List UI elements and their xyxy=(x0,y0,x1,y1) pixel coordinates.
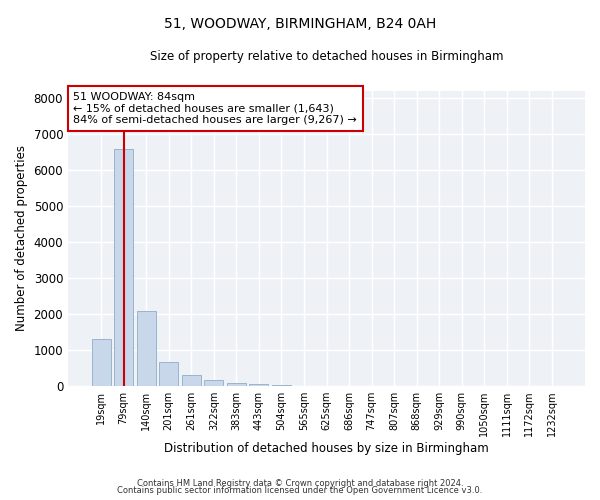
Y-axis label: Number of detached properties: Number of detached properties xyxy=(15,146,28,332)
X-axis label: Distribution of detached houses by size in Birmingham: Distribution of detached houses by size … xyxy=(164,442,489,455)
Bar xyxy=(137,311,156,386)
Bar xyxy=(92,339,110,386)
Bar xyxy=(182,376,201,386)
Text: Contains HM Land Registry data © Crown copyright and database right 2024.: Contains HM Land Registry data © Crown c… xyxy=(137,478,463,488)
Title: Size of property relative to detached houses in Birmingham: Size of property relative to detached ho… xyxy=(150,50,503,63)
Bar xyxy=(159,362,178,386)
Text: Contains public sector information licensed under the Open Government Licence v3: Contains public sector information licen… xyxy=(118,486,482,495)
Bar xyxy=(204,380,223,386)
Bar xyxy=(250,384,268,386)
Bar xyxy=(227,383,246,386)
Bar xyxy=(114,149,133,386)
Text: 51 WOODWAY: 84sqm
← 15% of detached houses are smaller (1,643)
84% of semi-detac: 51 WOODWAY: 84sqm ← 15% of detached hous… xyxy=(73,92,357,125)
Text: 51, WOODWAY, BIRMINGHAM, B24 0AH: 51, WOODWAY, BIRMINGHAM, B24 0AH xyxy=(164,18,436,32)
